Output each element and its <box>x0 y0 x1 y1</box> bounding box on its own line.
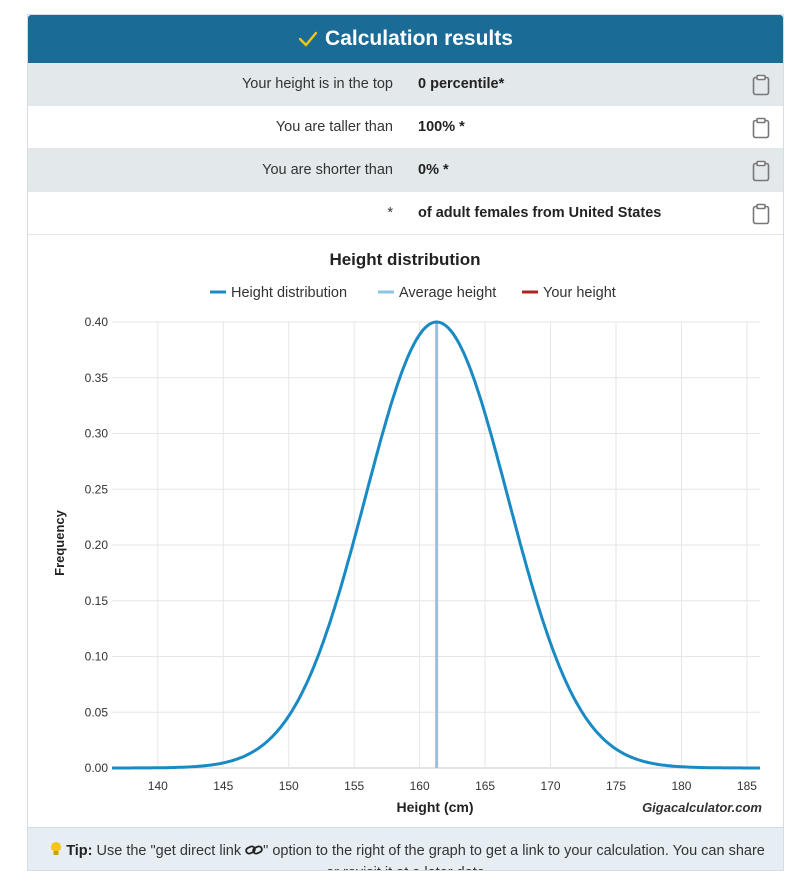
result-value: 0 percentile* <box>418 76 505 92</box>
tip-box: Tip: Use the "get direct link " option t… <box>28 827 783 870</box>
tip-text-before: Use the "get direct link <box>92 843 246 859</box>
lightbulb-icon <box>50 842 66 859</box>
result-label: Your height is in the top <box>241 76 393 92</box>
checkmark-icon <box>298 31 318 47</box>
result-label: You are shorter than <box>262 162 393 178</box>
result-value: 0% * <box>418 162 449 178</box>
height-distribution-curve <box>112 320 760 770</box>
x-tick-label: 180 <box>671 779 691 793</box>
link-icon <box>245 843 263 859</box>
result-row-footnote: * of adult females from United States <box>28 192 783 235</box>
x-tick-label: 150 <box>279 779 299 793</box>
result-value: 100% * <box>418 119 465 135</box>
y-tick-label: 0.00 <box>85 761 109 775</box>
result-label: * <box>387 205 393 221</box>
x-tick-label: 185 <box>737 779 757 793</box>
x-tick-label: 175 <box>606 779 626 793</box>
tip-label: Tip: <box>66 843 93 859</box>
results-card: Calculation results Your height is in th… <box>27 14 784 871</box>
x-tick-label: 155 <box>344 779 364 793</box>
result-value: of adult females from United States <box>418 205 662 221</box>
y-tick-labels: 0.00 0.05 0.10 0.15 0.20 0.25 0.30 0.35 0.40 <box>85 315 109 775</box>
result-row-taller: You are taller than 100% * <box>28 106 783 149</box>
result-row-percentile: Your height is in the top 0 percentile* <box>28 63 783 106</box>
gigacalculator-credit[interactable]: Gigacalculator.com <box>642 800 762 815</box>
x-tick-label: 170 <box>541 779 561 793</box>
clipboard-icon[interactable] <box>751 160 771 182</box>
clipboard-icon[interactable] <box>751 203 771 225</box>
result-label: You are taller than <box>275 119 393 135</box>
y-tick-label: 0.40 <box>85 315 109 329</box>
y-axis-label: Frequency <box>52 509 67 576</box>
clipboard-icon[interactable] <box>751 74 771 96</box>
y-tick-label: 0.15 <box>85 594 109 608</box>
x-axis-label: Height (cm) <box>397 799 474 815</box>
y-tick-label: 0.05 <box>85 705 109 719</box>
legend-item: Height distribution <box>231 285 347 301</box>
legend-item: Your height <box>543 285 616 301</box>
x-tick-labels: 140 145 150 155 160 165 170 175 180 185 <box>148 779 757 793</box>
x-tick-label: 160 <box>410 779 430 793</box>
y-tick-label: 0.25 <box>85 482 109 496</box>
y-tick-label: 0.10 <box>85 650 109 664</box>
chart-legend: Height distribution Average height Your he… <box>210 285 616 301</box>
results-title: Calculation results <box>325 27 513 50</box>
chart-title: Height distribution <box>329 250 480 269</box>
result-row-shorter: You are shorter than 0% * <box>28 149 783 192</box>
tip-text-after: " option to the right of the graph to ge… <box>263 843 765 870</box>
clipboard-icon[interactable] <box>751 117 771 139</box>
y-tick-label: 0.35 <box>85 371 109 385</box>
x-tick-label: 145 <box>213 779 233 793</box>
chart-svg: Height distribution Height distribution A… <box>52 250 762 815</box>
x-tick-label: 165 <box>475 779 495 793</box>
results-header: Calculation results <box>28 15 783 63</box>
y-tick-label: 0.20 <box>85 538 109 552</box>
y-tick-label: 0.30 <box>85 427 109 441</box>
x-tick-label: 140 <box>148 779 168 793</box>
legend-item: Average height <box>399 285 496 301</box>
height-chart: Height distribution Height distribution A… <box>28 237 783 827</box>
